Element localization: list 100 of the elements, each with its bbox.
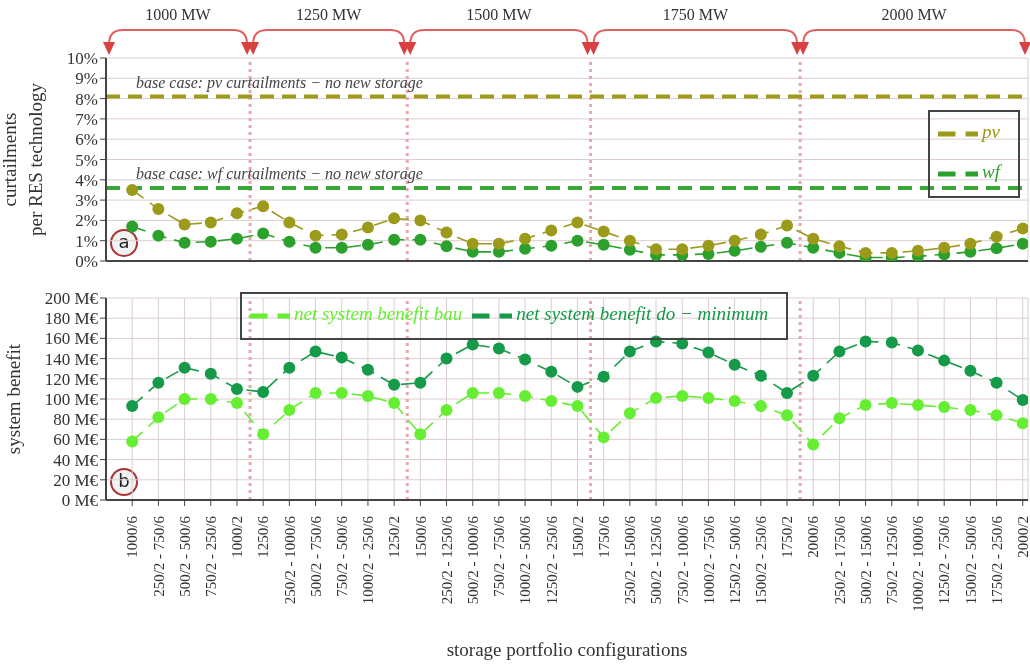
point: [361, 389, 374, 402]
x-tick-label: 1500/2 - 500/6: [962, 515, 979, 605]
y-tick-label: 6%: [75, 130, 98, 150]
x-tick-label: 1500/2 - 250/6: [753, 515, 770, 605]
point: [990, 409, 1003, 422]
x-tick-label: 1000/2 - 250/6: [360, 515, 377, 605]
point: [361, 363, 374, 376]
point: [650, 243, 663, 256]
point: [1016, 417, 1028, 430]
point: [152, 229, 165, 242]
x-tick-label: 1250/2 - 750/6: [936, 515, 953, 605]
point: [361, 238, 374, 251]
point: [361, 221, 374, 234]
point: [492, 386, 505, 399]
x-tick-label: 1250/2: [386, 516, 403, 558]
point: [440, 404, 453, 417]
y-tick-label: 40 M€: [53, 450, 99, 470]
point: [728, 244, 741, 257]
y-axis-title: system benefit: [3, 343, 24, 455]
point: [309, 229, 322, 242]
point: [335, 386, 348, 399]
y-tick-label: 0%: [75, 252, 98, 272]
point: [230, 397, 243, 410]
point: [702, 391, 715, 404]
point: [257, 227, 270, 240]
point: [492, 342, 505, 355]
point: [702, 346, 715, 359]
point: [519, 389, 532, 402]
point: [885, 246, 898, 259]
point: [257, 428, 270, 441]
point: [623, 345, 636, 358]
point: [571, 400, 584, 413]
point: [204, 235, 217, 248]
ref-line-label: base case: pv curtailments − no new storage: [136, 73, 423, 92]
text: 1750 MW: [661, 6, 729, 24]
point: [571, 380, 584, 393]
y-tick-label: 1%: [75, 231, 98, 251]
y-tick-label: 7%: [75, 109, 98, 129]
y-axis-title: curtailments per RES technology: [0, 82, 46, 237]
point: [728, 358, 741, 371]
point: [519, 242, 532, 255]
x-tick-label: 1750/2: [779, 516, 796, 558]
point: [126, 220, 139, 233]
x-tick-label: 750/2 - 750/6: [491, 515, 508, 597]
x-tick-label: 2000/6: [805, 515, 822, 558]
point: [650, 391, 663, 404]
point: [623, 407, 636, 420]
y-tick-label: 200 M€: [44, 289, 99, 309]
x-tick-label: 500/2 - 1250/6: [648, 515, 665, 605]
point: [754, 240, 767, 253]
x-tick-label: 500/2 - 1500/6: [857, 515, 874, 605]
point: [440, 352, 453, 365]
point: [230, 232, 243, 245]
point: [126, 183, 139, 196]
x-tick-label: 750/2 - 500/6: [333, 515, 350, 597]
point: [781, 219, 794, 232]
point: [885, 336, 898, 349]
point: [126, 435, 139, 448]
point: [597, 225, 610, 238]
y-tick-label: 5%: [75, 150, 98, 170]
point: [545, 365, 558, 378]
x-tick-label: 250/2 - 1000/6: [281, 515, 298, 605]
point: [388, 378, 401, 391]
point: [990, 230, 1003, 243]
x-tick-label: 1000/2 - 500/6: [517, 515, 534, 605]
x-tick-label: 500/2 - 750/6: [307, 515, 324, 597]
text: 2000 MW: [880, 6, 948, 24]
x-tick-label: 1250/2 - 500/6: [726, 515, 743, 605]
x-axis-title: storage portfolio configurations: [446, 639, 688, 660]
point: [335, 228, 348, 241]
x-tick-label: 1000/2: [229, 516, 246, 558]
point: [466, 237, 479, 250]
point: [964, 237, 977, 250]
point: [178, 361, 191, 374]
text: b: [117, 470, 131, 491]
point: [964, 404, 977, 417]
y-tick-label: 8%: [75, 89, 98, 109]
point: [309, 345, 322, 358]
point: [885, 397, 898, 410]
point: [807, 438, 820, 451]
legend-label: pv: [982, 121, 1000, 143]
point: [571, 234, 584, 247]
x-tick-label: 2000/2: [1015, 516, 1030, 558]
point: [597, 238, 610, 251]
point: [964, 364, 977, 377]
point: [938, 241, 951, 254]
text: 1500 MW: [465, 6, 533, 24]
point: [388, 397, 401, 410]
point: [545, 239, 558, 252]
point: [335, 241, 348, 254]
y-tick-label: 160 M€: [44, 329, 99, 349]
x-tick-label: 1750/2 - 250/6: [988, 515, 1005, 605]
point: [702, 239, 715, 252]
y-tick-label: 80 M€: [53, 410, 99, 430]
point: [283, 216, 296, 229]
x-tick-label: 250/2 - 750/6: [150, 515, 167, 597]
point: [388, 212, 401, 225]
y-tick-label: 60 M€: [53, 430, 99, 450]
point: [1016, 394, 1028, 407]
point: [178, 393, 191, 405]
